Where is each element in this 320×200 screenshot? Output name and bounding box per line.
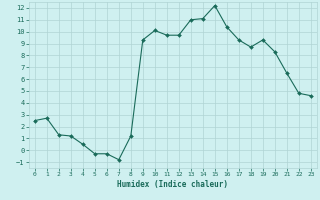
X-axis label: Humidex (Indice chaleur): Humidex (Indice chaleur) bbox=[117, 180, 228, 189]
